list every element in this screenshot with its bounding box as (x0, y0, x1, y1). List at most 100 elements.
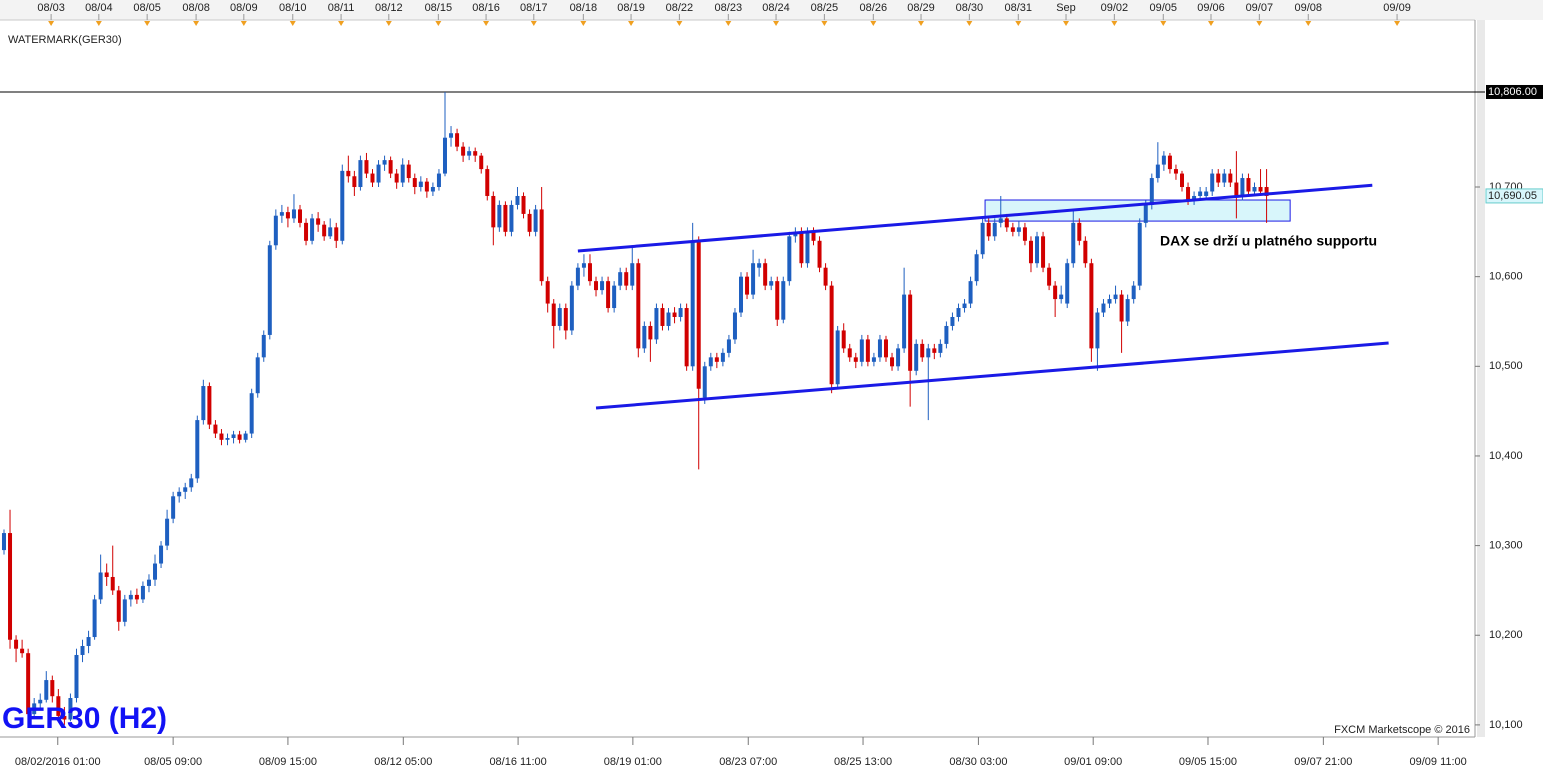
candle-body (739, 276, 744, 313)
candle-body (702, 366, 707, 398)
candle-body (1234, 182, 1239, 196)
candle-body (479, 155, 484, 170)
candle-body (44, 680, 49, 700)
x2-tick-label: 09/06 (1197, 2, 1225, 14)
candle-body (449, 133, 454, 138)
candle-body (853, 357, 858, 362)
candle-body (273, 215, 278, 246)
candle-body (1125, 299, 1130, 322)
candle-body (1083, 240, 1088, 264)
support-zone (984, 199, 1291, 222)
candle-body (714, 357, 719, 362)
x2-tick-label: 08/17 (520, 2, 548, 14)
candle-body (829, 285, 834, 385)
candle-body (104, 572, 109, 577)
candle-body (581, 263, 586, 268)
x2-tick-label: 08/23 (715, 2, 743, 14)
candle-body (823, 267, 828, 286)
candle-body (914, 343, 919, 371)
candle-body (563, 308, 568, 331)
bottom-axis-area (0, 737, 1543, 775)
candle-body (944, 325, 949, 344)
candle-body (684, 308, 689, 367)
x2-tick-label: 08/19 (617, 2, 645, 14)
candle-body (1047, 267, 1052, 286)
candle-body (1222, 173, 1227, 183)
x2-tick-label: 08/09 (230, 2, 258, 14)
candle-body (249, 393, 254, 434)
candle-body (304, 222, 309, 241)
candle-body (231, 434, 236, 439)
candle-body (926, 348, 931, 358)
candle-body (267, 245, 272, 335)
x-tick-label: 08/09 15:00 (259, 756, 317, 768)
candle-body (720, 352, 725, 362)
candle-body (763, 263, 768, 286)
event-marker (870, 21, 877, 26)
y-tick-label: 10,400 (1489, 450, 1523, 462)
candle-body (968, 281, 973, 304)
last-price-box (1485, 188, 1543, 204)
event-marker (821, 21, 828, 26)
candle-body (1155, 164, 1160, 179)
candle-body (485, 169, 490, 196)
candle-body (491, 195, 496, 228)
candle-body (521, 195, 526, 214)
event-marker (1015, 21, 1022, 26)
candle-body (618, 272, 623, 286)
candle-body (1028, 240, 1033, 264)
candle-body (624, 272, 629, 286)
candle-body (134, 594, 139, 600)
candle-body (950, 317, 955, 326)
event-marker (1160, 21, 1167, 26)
x-tick-label: 09/09 11:00 (1410, 756, 1467, 768)
candle-body (243, 433, 248, 440)
candle-body (310, 218, 315, 241)
candle-body (986, 222, 991, 237)
candle-body (418, 181, 423, 188)
candle-body (551, 303, 556, 326)
candle-body (956, 308, 961, 318)
candle-body (80, 646, 85, 655)
candle-body (1035, 236, 1040, 264)
candle-body (1004, 218, 1009, 228)
candle-body (1264, 187, 1269, 196)
x2-tick-label: 08/29 (907, 2, 935, 14)
event-marker (48, 21, 55, 26)
candle-body (890, 357, 895, 367)
candle-body (497, 204, 502, 228)
x2-tick-label: 08/05 (133, 2, 161, 14)
candle-body (648, 325, 653, 340)
candle-body (1210, 173, 1215, 192)
candle-body (430, 187, 435, 192)
candle-body (364, 160, 369, 174)
candle-body (998, 218, 1003, 223)
top-date-bar (0, 0, 1543, 20)
candle-body (140, 585, 145, 600)
candle-body (751, 263, 756, 295)
event-marker (289, 21, 296, 26)
candle-body (654, 308, 659, 340)
candle-body (1173, 169, 1178, 174)
event-marker (240, 21, 247, 26)
event-marker (725, 21, 732, 26)
candle-body (116, 590, 121, 622)
candle-body (781, 281, 786, 320)
candle-body (636, 263, 641, 349)
candle-body (1198, 191, 1203, 196)
event-marker (193, 21, 200, 26)
candle-body (334, 227, 339, 241)
candle-body (1180, 173, 1185, 188)
candle-body (1149, 178, 1154, 205)
candle-body (799, 231, 804, 264)
candle-body (1186, 187, 1191, 201)
event-marker (1208, 21, 1215, 26)
right-axis-area (1475, 20, 1543, 737)
chart-title: GER30 (H2) (2, 702, 167, 735)
candle-body (1192, 195, 1197, 201)
candle-body (678, 308, 683, 318)
candle-body (769, 281, 774, 286)
candle-body (859, 339, 864, 362)
candle-body (503, 204, 508, 232)
